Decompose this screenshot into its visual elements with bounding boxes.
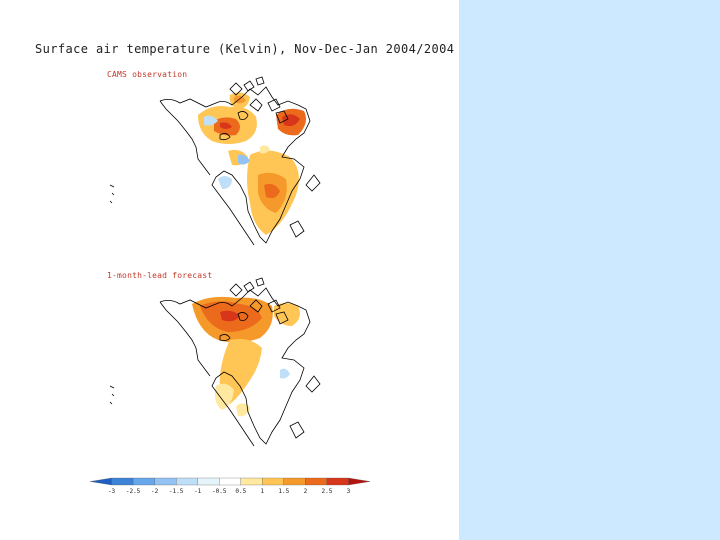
panel-label-observation: CAMS observation <box>107 70 188 79</box>
coastline <box>109 277 321 447</box>
coastline <box>109 76 321 246</box>
colorbar-tick-label: -0.5 <box>212 488 227 495</box>
colorbar-swatch <box>219 477 241 486</box>
colorbar-labels: -3 -2.5 -2 -1.5 -1 -0.5 0.5 1 1.5 2 2.5 3 <box>108 488 351 495</box>
slide-side-panel <box>459 0 720 540</box>
colorbar-swatch <box>176 477 198 486</box>
colorbar-tick-label: -2.5 <box>126 488 141 495</box>
figure-title: Surface air temperature (Kelvin), Nov-De… <box>35 42 455 56</box>
anomaly-fills <box>192 296 300 417</box>
colorbar-swatch <box>283 477 306 486</box>
forecast-map <box>109 277 321 447</box>
colorbar-swatch <box>197 477 220 486</box>
colorbar-swatch <box>111 477 134 486</box>
colorbar-tick-label: -3 <box>108 488 116 495</box>
colorbar-swatch <box>154 477 177 486</box>
colorbar-swatch <box>262 477 284 486</box>
colorbar-tick-label: 0.5 <box>235 488 246 495</box>
colorbar-tick-label: 3 <box>347 488 351 495</box>
colorbar-swatch <box>240 477 263 486</box>
colorbar-swatches <box>89 477 371 486</box>
anomaly-fills <box>198 92 306 235</box>
colorbar-tick-label: 1 <box>260 488 264 495</box>
panel-label-forecast: 1-month-lead forecast <box>107 271 213 280</box>
colorbar: -3 -2.5 -2 -1.5 -1 -0.5 0.5 1 1.5 2 2.5 3 <box>89 477 371 495</box>
colorbar-tick-label: 1.5 <box>278 488 289 495</box>
colorbar-tick-label: 2 <box>304 488 308 495</box>
colorbar-swatch <box>305 477 328 486</box>
colorbar-swatch <box>348 477 371 486</box>
slide-content-area <box>0 0 459 540</box>
colorbar-swatch <box>132 477 155 486</box>
observation-map <box>109 76 321 246</box>
colorbar-tick-label: -1.5 <box>169 488 184 495</box>
colorbar-tick-label: -1 <box>194 488 202 495</box>
colorbar-swatch <box>89 477 112 486</box>
colorbar-tick-label: 2.5 <box>322 488 333 495</box>
colorbar-swatch <box>326 477 349 486</box>
colorbar-tick-label: -2 <box>151 488 159 495</box>
